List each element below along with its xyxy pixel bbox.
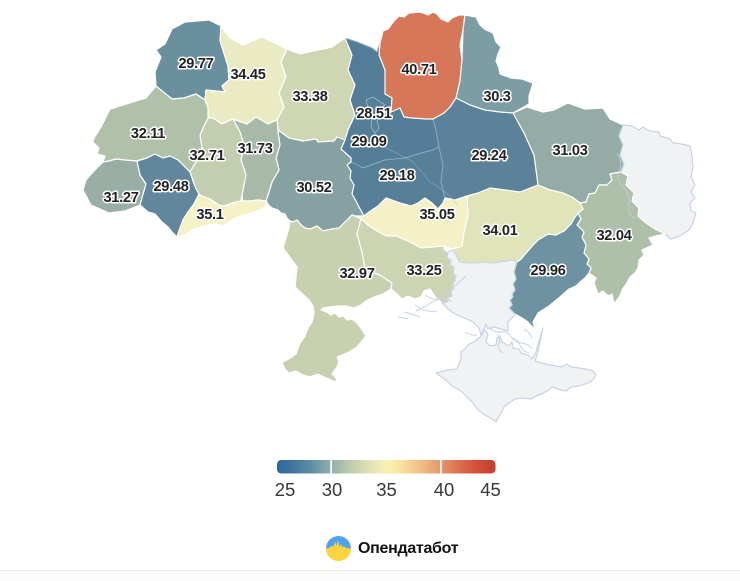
- svg-text:32.97: 32.97: [339, 266, 374, 282]
- svg-text:32.04: 32.04: [596, 228, 632, 244]
- svg-text:30: 30: [322, 479, 343, 500]
- svg-text:29.48: 29.48: [153, 179, 188, 195]
- svg-text:35.05: 35.05: [419, 207, 454, 223]
- svg-text:33.38: 33.38: [292, 89, 327, 105]
- svg-text:45: 45: [480, 479, 501, 500]
- svg-text:30.3: 30.3: [483, 89, 510, 105]
- svg-text:32.11: 32.11: [131, 126, 165, 142]
- svg-text:35.1: 35.1: [196, 207, 223, 223]
- svg-text:31.27: 31.27: [103, 190, 138, 206]
- svg-text:29.77: 29.77: [178, 56, 213, 72]
- svg-text:29.18: 29.18: [379, 168, 414, 184]
- svg-text:33.25: 33.25: [406, 263, 441, 279]
- svg-text:31.73: 31.73: [237, 141, 272, 157]
- svg-text:35: 35: [376, 479, 397, 500]
- svg-text:30.52: 30.52: [296, 180, 331, 196]
- svg-text:34.45: 34.45: [230, 67, 265, 83]
- svg-text:29.09: 29.09: [351, 134, 386, 150]
- svg-text:29.96: 29.96: [530, 263, 565, 279]
- svg-text:25: 25: [275, 479, 296, 500]
- svg-text:29.24: 29.24: [471, 148, 507, 164]
- svg-text:34.01: 34.01: [482, 223, 517, 239]
- svg-text:40: 40: [434, 479, 455, 500]
- svg-text:32.71: 32.71: [189, 148, 224, 164]
- svg-text:40.71: 40.71: [401, 62, 436, 78]
- svg-text:31.03: 31.03: [552, 143, 587, 159]
- svg-text:28.51: 28.51: [356, 106, 391, 122]
